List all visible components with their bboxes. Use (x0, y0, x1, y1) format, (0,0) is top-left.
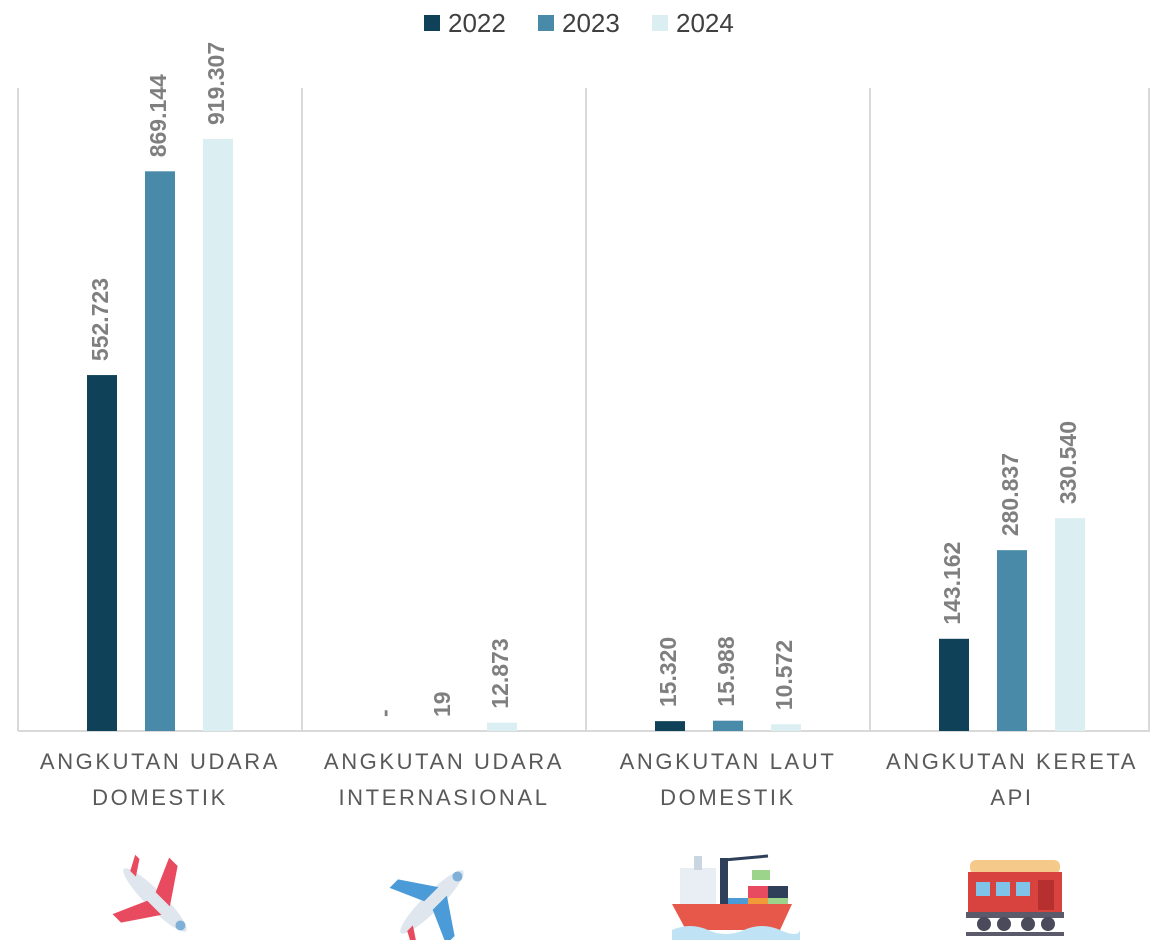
value-label: 919.307 (203, 42, 229, 125)
bar (997, 550, 1027, 731)
legend-label: 2023 (562, 8, 620, 38)
value-label: 552.723 (87, 278, 113, 361)
legend-label: 2024 (676, 8, 734, 38)
category-label: ANGKUTAN UDARA INTERNASIONAL (323, 749, 565, 810)
value-label: 10.572 (771, 640, 797, 710)
bar (145, 171, 175, 732)
value-label: 19 (429, 691, 455, 717)
icon-plane-domestic (112, 854, 187, 932)
value-label: 869.144 (145, 74, 171, 157)
value-label: 330.540 (1055, 421, 1081, 504)
category-label: ANGKUTAN UDARA DOMESTIK (39, 749, 281, 810)
value-label: - (371, 709, 397, 717)
value-label: 280.837 (997, 453, 1023, 536)
value-label: 143.162 (939, 542, 965, 625)
category-label: ANGKUTAN LAUT DOMESTIK (619, 749, 837, 810)
bar (87, 375, 117, 731)
bar (1055, 518, 1085, 731)
bar (203, 139, 233, 731)
icon-train (966, 860, 1064, 936)
value-label: 15.988 (713, 636, 739, 707)
icon-ship (672, 854, 800, 940)
category-label: ANGKUTAN KERETA API (885, 749, 1139, 810)
legend-swatch (424, 15, 440, 31)
bar (713, 720, 743, 731)
value-label: 15.320 (655, 637, 681, 707)
legend-swatch (538, 15, 554, 31)
legend-swatch (652, 15, 668, 31)
value-label: 12.873 (487, 638, 513, 708)
icon-plane-international (389, 870, 464, 940)
legend-label: 2022 (448, 8, 506, 38)
bar (771, 724, 801, 731)
bar (487, 722, 517, 731)
bar (939, 638, 969, 731)
bar (655, 721, 685, 731)
